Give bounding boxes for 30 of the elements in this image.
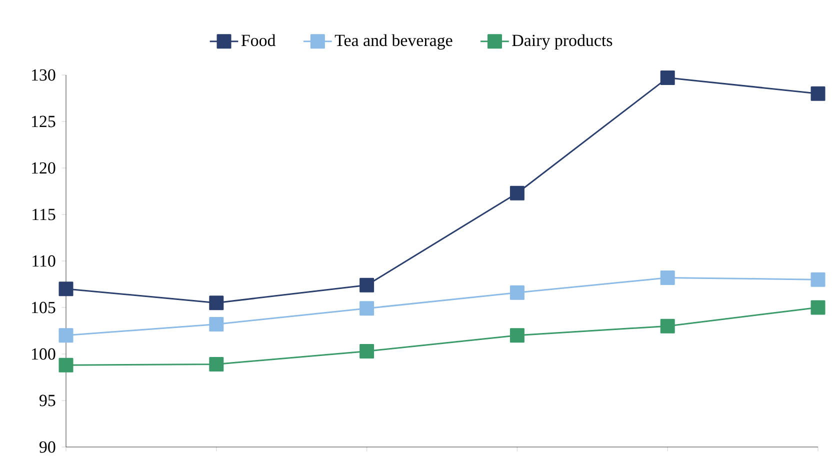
y-tick-label: 125 [32,116,56,128]
point [660,70,675,86]
y-tick-label: 110 [32,255,56,267]
point [360,344,374,358]
legend-label: Dairy products [512,34,612,50]
y-tick-label: 130 [32,69,56,81]
point [810,86,826,101]
y-tick-label: 100 [32,348,56,360]
point [209,356,224,372]
point [660,270,675,285]
point [810,300,826,315]
legend-label: Food [241,34,276,46]
point [58,358,74,372]
point [209,316,224,332]
point [810,272,826,287]
y-tick-label: 90 [40,441,56,453]
point [58,282,74,296]
point [209,296,224,310]
y-tick-label: 115 [32,208,56,220]
y-tick-label: 120 [32,162,56,174]
point [360,301,374,316]
point [510,186,524,200]
point [58,328,74,343]
y-tick-label: 95 [40,394,56,406]
point [360,278,374,292]
point [510,328,524,343]
y-tick-label: 105 [32,302,56,314]
point [660,318,675,334]
point [510,285,524,300]
legend-label: Tea and beverage [334,34,452,50]
